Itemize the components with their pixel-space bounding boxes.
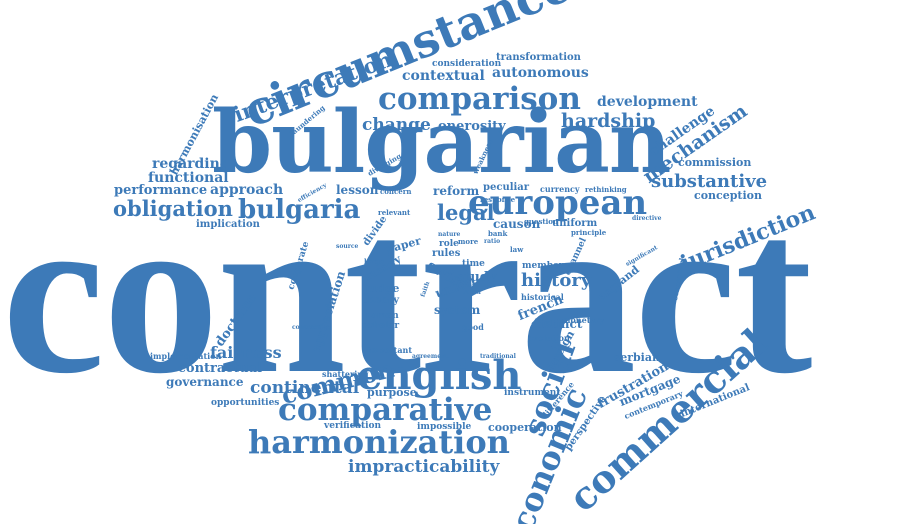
word-instrument: instrument <box>504 388 561 398</box>
word-autonomous: autonomous <box>492 65 589 81</box>
word-functional: functional <box>148 170 229 186</box>
word-legal: legal <box>437 200 495 225</box>
word-comparison: comparison <box>378 81 581 117</box>
word-nature: nature <box>438 231 461 238</box>
word-hardship: hardship <box>561 110 656 132</box>
word-question: question <box>524 217 559 226</box>
word-directive: directive <box>632 215 662 222</box>
word-uniform: uniform <box>552 218 598 229</box>
word-role: role <box>439 239 459 249</box>
word-important: important <box>367 345 413 355</box>
word-source: source <box>336 243 359 250</box>
word-implication: implication <box>196 219 260 230</box>
word-judge: judge <box>365 282 400 295</box>
word-impracticability: impracticability <box>348 457 500 477</box>
word-substantive: substantive <box>651 171 768 192</box>
word-obligation: obligation <box>113 196 233 221</box>
word-reform: reform <box>433 184 480 198</box>
word-transformation: transformation <box>496 52 581 63</box>
word-roman: roman <box>366 311 399 321</box>
word-commission: commission <box>678 156 752 169</box>
word-rules: rules <box>432 248 461 259</box>
word-currency: currency <box>540 184 580 194</box>
word-more: more <box>458 237 479 246</box>
word-european: european <box>468 183 648 223</box>
word-verification: verification <box>324 421 382 431</box>
word-serbian: serbian <box>614 351 660 364</box>
word-distinct: distinct <box>531 317 583 331</box>
word-implementation: implementation <box>150 351 222 361</box>
word-ruled: ruled <box>463 289 481 296</box>
word-member: member <box>522 261 564 271</box>
word-continental: continental <box>250 378 360 398</box>
word-peculiar: peculiar <box>483 182 530 193</box>
word-onerosity: onerosity <box>438 119 506 134</box>
word-traditional: traditional <box>480 353 516 360</box>
word-agreement: agreement <box>412 353 449 360</box>
word-causon: causon <box>493 217 541 231</box>
word-bulgaria: bulgaria <box>238 195 361 225</box>
word-rethinking: rethinking <box>585 185 627 194</box>
word-relevant: relevant <box>378 208 411 217</box>
word-large: large <box>364 257 385 266</box>
word-historical: historical <box>521 292 564 302</box>
word-contextual: contextual <box>402 68 485 84</box>
word-contract: contract <box>2 165 812 422</box>
word-contractual: contractual <box>178 361 263 376</box>
word-theory: theory <box>363 295 400 306</box>
word-lesson: lesson <box>336 183 379 197</box>
word-cooperation: cooperation <box>488 421 562 434</box>
word-ratio: ratio <box>484 238 501 245</box>
word-monetary: monetary <box>562 315 605 325</box>
word-english: english <box>357 352 522 399</box>
word-comparative: comparative <box>278 392 493 428</box>
word-contracting: contracting <box>292 324 332 331</box>
word-bank: bank <box>488 229 508 238</box>
word-development: development <box>597 94 698 110</box>
word-system: system <box>434 303 481 317</box>
word-shattering: shattering <box>322 369 369 379</box>
word-good: good <box>462 322 484 332</box>
word-real: real <box>504 262 518 269</box>
word-law: law <box>510 245 524 254</box>
word-purpose: purpose <box>367 386 417 399</box>
word-bulgarian: bulgarian <box>212 92 671 193</box>
word-response: response <box>480 195 516 204</box>
word-scholar: scholar <box>362 321 400 331</box>
word-conception: conception <box>694 189 763 202</box>
word-consideration: consideration <box>432 59 502 69</box>
word-history: history <box>521 270 592 291</box>
word-regarding: regarding <box>152 156 230 172</box>
word-governance: governance <box>166 375 244 389</box>
word-opportunities: opportunities <box>211 398 280 408</box>
word-evolution: evolution <box>528 333 570 343</box>
word-principle: principle <box>571 228 607 237</box>
word-performance: performance <box>114 183 208 198</box>
word-time: time <box>462 259 485 269</box>
word-study: study <box>457 270 497 285</box>
word-impossible: impossible <box>417 422 472 432</box>
word-concern: concern <box>380 187 412 196</box>
word-harmonization: harmonization <box>248 423 510 461</box>
word-change: change <box>362 115 431 135</box>
word-fairness: fairness <box>210 343 282 362</box>
word-approach: approach <box>210 182 284 198</box>
